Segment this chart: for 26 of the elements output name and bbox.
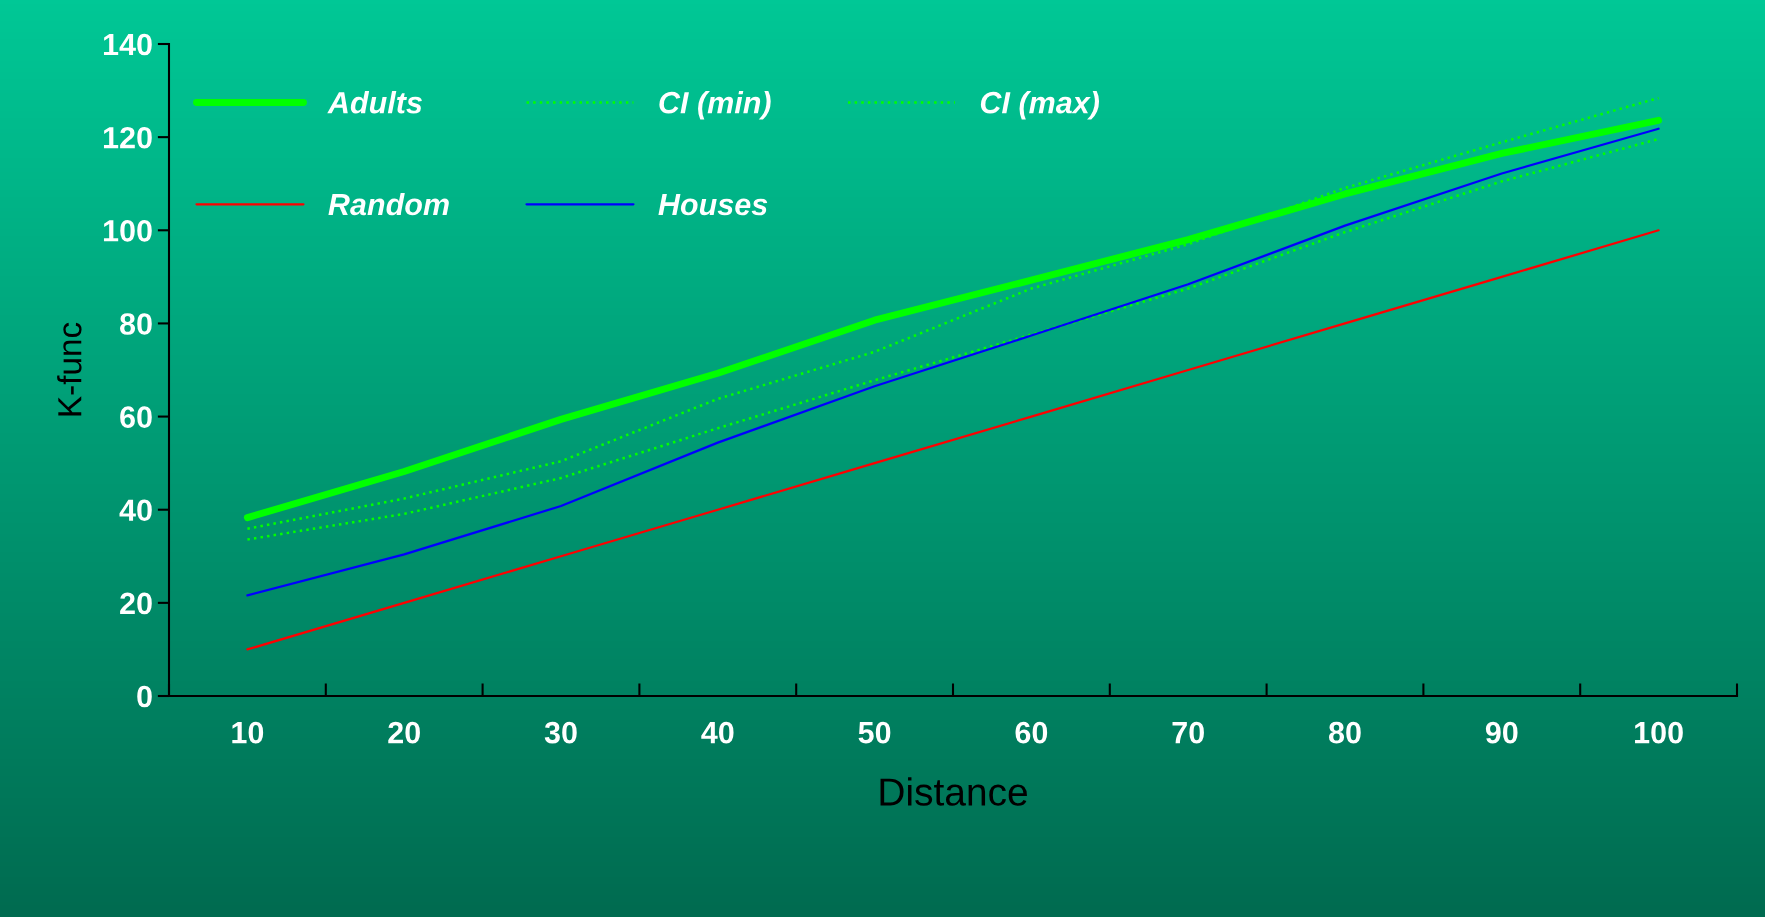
y-axis-title: K-func xyxy=(57,322,82,416)
x-tick-label: 60 xyxy=(1015,721,1048,744)
x-tick-label: 90 xyxy=(1485,721,1518,744)
legend-label: Random xyxy=(328,192,449,216)
line-series xyxy=(246,229,1660,651)
x-tick-label: 10 xyxy=(232,721,264,744)
x-axis-title: Distance xyxy=(880,777,1027,806)
y-tick-label: 80 xyxy=(120,313,152,335)
x-tick-label: 20 xyxy=(388,721,420,744)
legend-label: Houses xyxy=(658,194,768,216)
x-tick-label: 40 xyxy=(701,721,734,744)
y-tick-label: 0 xyxy=(137,685,152,708)
x-tick-label: 80 xyxy=(1328,721,1361,744)
x-tick-label: 30 xyxy=(544,721,577,744)
legend-label: CI (max) xyxy=(980,91,1100,120)
legend-label: CI (min) xyxy=(659,91,771,120)
y-tick-label: 20 xyxy=(120,592,152,615)
x-tick-label: 50 xyxy=(858,721,891,744)
x-tick-label: 70 xyxy=(1172,721,1204,744)
x-tick-label: 100 xyxy=(1635,721,1683,744)
y-tick-label: 140 xyxy=(103,33,152,56)
y-tick-label: 60 xyxy=(120,406,152,428)
y-tick-label: 100 xyxy=(103,220,152,242)
y-tick-label: 120 xyxy=(103,126,152,149)
y-tick-label: 40 xyxy=(119,499,152,522)
legend-label: Adults xyxy=(327,91,422,114)
